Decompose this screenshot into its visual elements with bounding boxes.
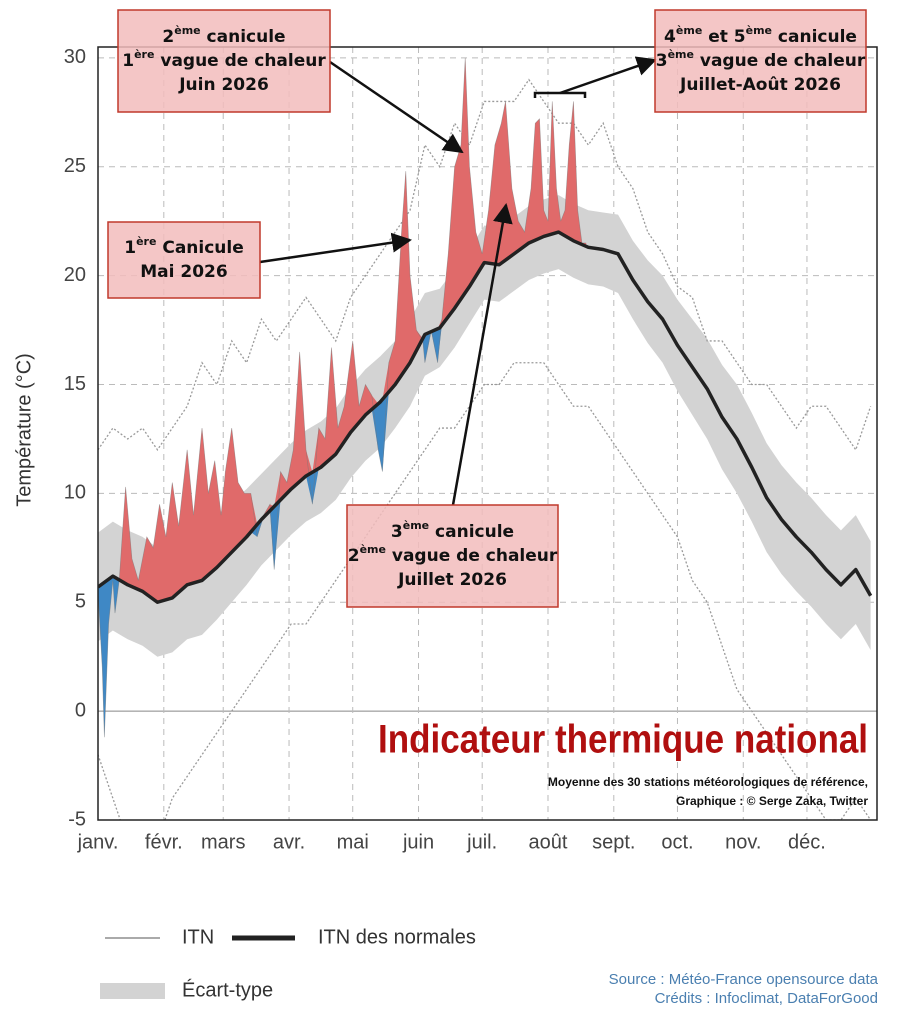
annotation-line: 3ème vague de chaleur [656,48,866,71]
x-tick-label: oct. [661,831,693,853]
annotation-line: Juillet 2026 [397,570,507,590]
annotation-text: 3 [391,522,403,542]
y-tick-label: 20 [64,264,86,286]
arrows [259,56,657,506]
chart-title: Indicateur thermique national [378,718,868,762]
annotation-superscript: ème [174,24,200,37]
annotation-text: canicule [772,27,857,47]
y-tick-label: 15 [64,373,86,395]
annotation-text: Canicule [156,238,243,258]
y-tick-label: -5 [68,808,86,830]
arrow [329,60,464,154]
annotation-line: Juin 2026 [178,75,269,95]
annotation-text: 3 [656,51,668,71]
annotation-box [654,9,867,113]
x-tick-label: mai [337,831,369,853]
y-axis-label: Température (°C) [13,353,35,507]
record-line [98,78,872,452]
x-tick-label: nov. [725,831,761,853]
annotation-text: canicule [429,522,514,542]
annotation-superscript: ère [134,48,154,61]
legend-swatch [100,983,165,999]
anomaly-fill [98,57,587,602]
annotation-text: Juillet 2026 [397,570,507,590]
annotation-text: 4 [664,27,676,47]
record-line [98,362,872,820]
annotation-text: vague de chaleur [694,51,866,71]
annotation-text: 2 [162,27,174,47]
annotation-line: 3ème canicule [391,519,514,542]
annotation-line: 2ème canicule [162,24,285,47]
annotation-line: 4ème et 5ème canicule [664,24,857,47]
annotation-text: 1 [124,238,136,258]
annotation-text: 1 [122,51,134,71]
legend: ITN ITN des normales Écart-type [100,926,476,1001]
y-tick-label: 0 [75,699,86,721]
y-tick-label: 30 [64,46,86,68]
y-tick-label: 5 [75,591,86,613]
plot-frame [97,46,878,821]
x-tick-label: févr. [145,831,183,853]
annotation-box [107,221,261,299]
annotation-text: canicule [201,27,286,47]
annotation-superscript: ème [746,24,772,37]
subtitle: Moyenne des 30 stations météorologiques … [548,775,868,789]
annotation-superscript: ème [676,24,702,37]
annotation-text: vague de chaleur [386,546,558,566]
y-tick-label: 10 [64,482,86,504]
plot-area [98,57,873,820]
legend-label: ITN [182,926,214,948]
annotation-text: et 5 [702,27,745,47]
annotation-text: Juin 2026 [178,75,269,95]
annotation-text: Juillet-Août 2026 [679,75,841,95]
itn-line [98,57,587,738]
annotation-text: vague de chaleur [154,51,326,71]
annotation-text: Mai 2026 [140,262,227,282]
subtitle: Graphique : © Serge Zaka, Twitter [676,794,868,808]
x-tick-label: août [529,831,568,853]
x-tick-label: janv. [77,831,119,853]
annotation-line: 1ère vague de chaleur [122,48,326,71]
x-tick-label: sept. [592,831,635,853]
annotation-superscript: ème [668,48,694,61]
annotation-line: Mai 2026 [140,262,227,282]
annotation-line: 1ère Canicule [124,235,244,258]
bracket [533,91,587,98]
x-tick-label: juin [402,831,434,853]
arrow [451,203,513,506]
legend-label: ITN des normales [318,926,476,948]
x-tick-label: avr. [273,831,305,853]
arrow [559,56,657,95]
arrow [259,232,412,264]
source: Source : Météo-France opensource data [609,971,879,988]
annotation-line: Juillet-Août 2026 [679,75,841,95]
annotation-line: 2ème vague de chaleur [348,543,558,566]
source: Crédits : Infoclimat, DataForGood [655,990,878,1007]
x-tick-label: déc. [788,831,826,853]
annotation-superscript: ère [136,235,156,248]
annotation-box [346,504,559,608]
annotation-superscript: ème [360,543,386,556]
annotation-superscript: ème [403,519,429,532]
std-band [98,195,871,657]
x-tick-label: juil. [466,831,497,853]
legend-label: Écart-type [182,978,273,1001]
y-tick-label: 25 [64,155,86,177]
axes: -5 0 5 10 15 20 25 30 janv. févr. mars avr. mai juin j… [64,46,826,853]
normals-line [98,230,873,605]
annotation-box [117,9,331,113]
annotation-text: 2 [348,546,360,566]
x-tick-label: mars [201,831,245,853]
